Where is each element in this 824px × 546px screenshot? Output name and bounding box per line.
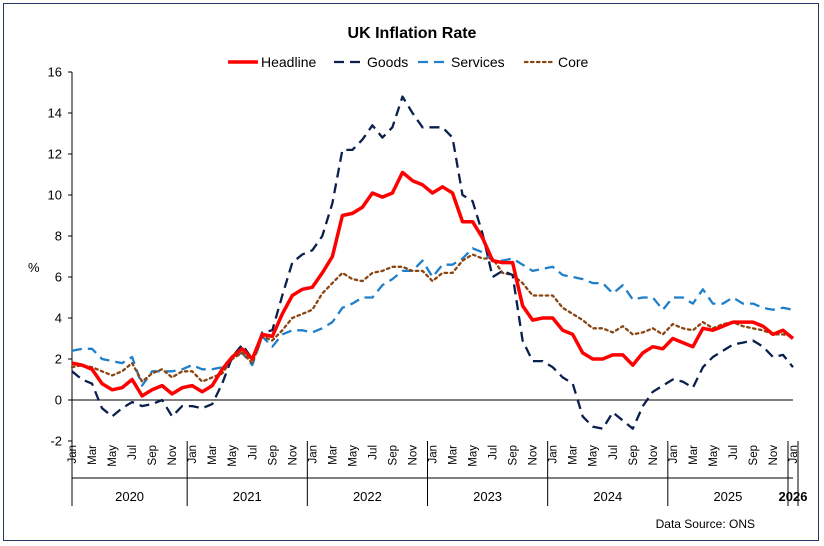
month-tick-label: Jan <box>307 445 319 464</box>
month-tick-label: Jul <box>728 445 740 460</box>
month-tick-label: May <box>107 445 119 467</box>
month-tick-label: May <box>227 445 239 467</box>
series-line-services <box>71 247 794 387</box>
y-tick-label: 2 <box>55 352 62 367</box>
month-tick-label: Mar <box>87 445 99 465</box>
year-label: 2025 <box>713 489 742 504</box>
month-tick-label: Mar <box>688 445 700 465</box>
month-tick-label: Nov <box>167 445 179 466</box>
y-tick-label: 16 <box>48 65 62 80</box>
legend-label-headline: Headline <box>261 54 316 70</box>
month-tick-label: Sep <box>147 445 159 465</box>
month-tick-label: Jan <box>788 445 800 464</box>
month-tick-label: Jul <box>608 445 620 460</box>
y-tick-label: 0 <box>55 393 62 408</box>
month-tick-label: May <box>708 445 720 467</box>
month-tick-label: Mar <box>327 445 339 465</box>
month-tick-label: Sep <box>387 445 399 465</box>
year-label: 2023 <box>473 489 502 504</box>
month-tick-label: Nov <box>648 445 660 466</box>
month-tick-label: Nov <box>407 445 419 466</box>
legend-label-goods: Goods <box>367 54 408 70</box>
year-label: 2022 <box>353 489 382 504</box>
month-tick-label: Jan <box>67 445 79 464</box>
y-tick-label: 12 <box>48 147 62 162</box>
year-label: 2024 <box>593 489 622 504</box>
series-line-headline <box>71 170 795 398</box>
month-tick-label: Sep <box>508 445 520 465</box>
month-tick-label: Mar <box>448 445 460 465</box>
y-tick-label: 6 <box>55 270 62 285</box>
y-axis-label: % <box>28 260 40 275</box>
year-label: 2021 <box>233 489 262 504</box>
month-tick-label: Sep <box>267 445 279 465</box>
month-tick-label: May <box>468 445 480 467</box>
year-label: 2026 <box>779 489 808 504</box>
y-tick-label: 14 <box>48 106 62 121</box>
series-line-goods <box>71 95 794 430</box>
month-tick-label: Nov <box>768 445 780 466</box>
month-tick-label: Jan <box>548 445 560 464</box>
month-tick-label: Mar <box>568 445 580 465</box>
month-tick-label: Jan <box>668 445 680 464</box>
month-tick-label: Jul <box>127 445 139 460</box>
month-tick-label: Mar <box>207 445 219 465</box>
series-line-core <box>70 253 795 383</box>
data-source-note: Data Source: ONS <box>656 517 755 531</box>
month-tick-label: May <box>347 445 359 467</box>
chart-title: UK Inflation Rate <box>348 25 477 42</box>
legend-label-services: Services <box>451 54 505 70</box>
series-layer <box>70 95 795 430</box>
month-tick-label: Sep <box>748 445 760 465</box>
month-tick-label: May <box>588 445 600 467</box>
y-tick-label: 8 <box>55 229 62 244</box>
year-label: 2020 <box>115 489 144 504</box>
y-tick-label: 10 <box>48 188 62 203</box>
month-tick-label: Jul <box>488 445 500 460</box>
month-tick-label: Nov <box>528 445 540 466</box>
legend-label-core: Core <box>558 54 589 70</box>
y-tick-label: -2 <box>50 434 62 449</box>
month-tick-label: Nov <box>287 445 299 466</box>
month-tick-label: Jan <box>428 445 440 464</box>
y-tick-label: 4 <box>55 311 62 326</box>
month-tick-label: Jul <box>247 445 259 460</box>
axes: -2 0 2 4 6 8 10 12 14 16 Jan Mar May Jul Sep Nov Jan Mar M… <box>48 65 808 506</box>
month-tick-label: Jul <box>367 445 379 460</box>
month-tick-label: Jan <box>187 445 199 464</box>
month-tick-label: Sep <box>628 445 640 465</box>
legend: Headline Goods Services Core <box>228 54 589 70</box>
